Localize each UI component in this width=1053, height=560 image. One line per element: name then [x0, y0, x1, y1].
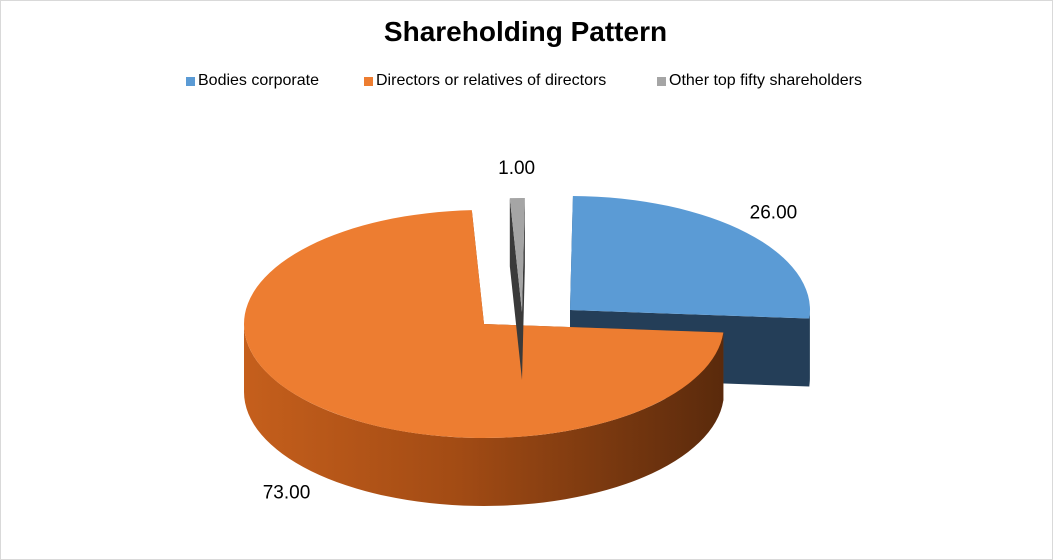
legend-item-directors: Directors or relatives of directors — [364, 72, 606, 90]
legend-item-other-shareholders: Other top fifty shareholders — [657, 72, 862, 90]
pie-slice-other-shareholders-wall-0 — [509, 198, 522, 380]
pie-slice-other-shareholders — [509, 198, 525, 312]
legend-swatch-bodies-corporate — [186, 76, 195, 86]
data-label-bodies-corporate: 26.00 — [750, 203, 798, 224]
pie-slice-bodies-corporate-side — [809, 310, 810, 387]
pie-slice-other-shareholders-wall-1 — [522, 198, 525, 380]
legend-label-bodies-corporate: Bodies corporate — [198, 72, 319, 89]
data-label-other-shareholders: 1.00 — [498, 158, 535, 179]
chart-title: Shareholding Pattern — [383, 16, 668, 47]
legend-swatch-other-shareholders — [657, 76, 666, 86]
pie-slice-directors-side — [244, 324, 724, 506]
legend-label-directors: Directors or relatives of directors — [376, 72, 607, 89]
legend: Bodies corporate Directors or relatives … — [0, 72, 1051, 92]
pie-slice-directors — [244, 210, 724, 438]
legend-item-bodies-corporate: Bodies corporate — [186, 72, 319, 90]
pie-slice-bodies-corporate — [570, 196, 810, 319]
data-label-directors: 73.00 — [263, 483, 311, 504]
legend-label-other-shareholders: Other top fifty shareholders — [669, 72, 862, 89]
legend-swatch-directors — [364, 76, 373, 86]
